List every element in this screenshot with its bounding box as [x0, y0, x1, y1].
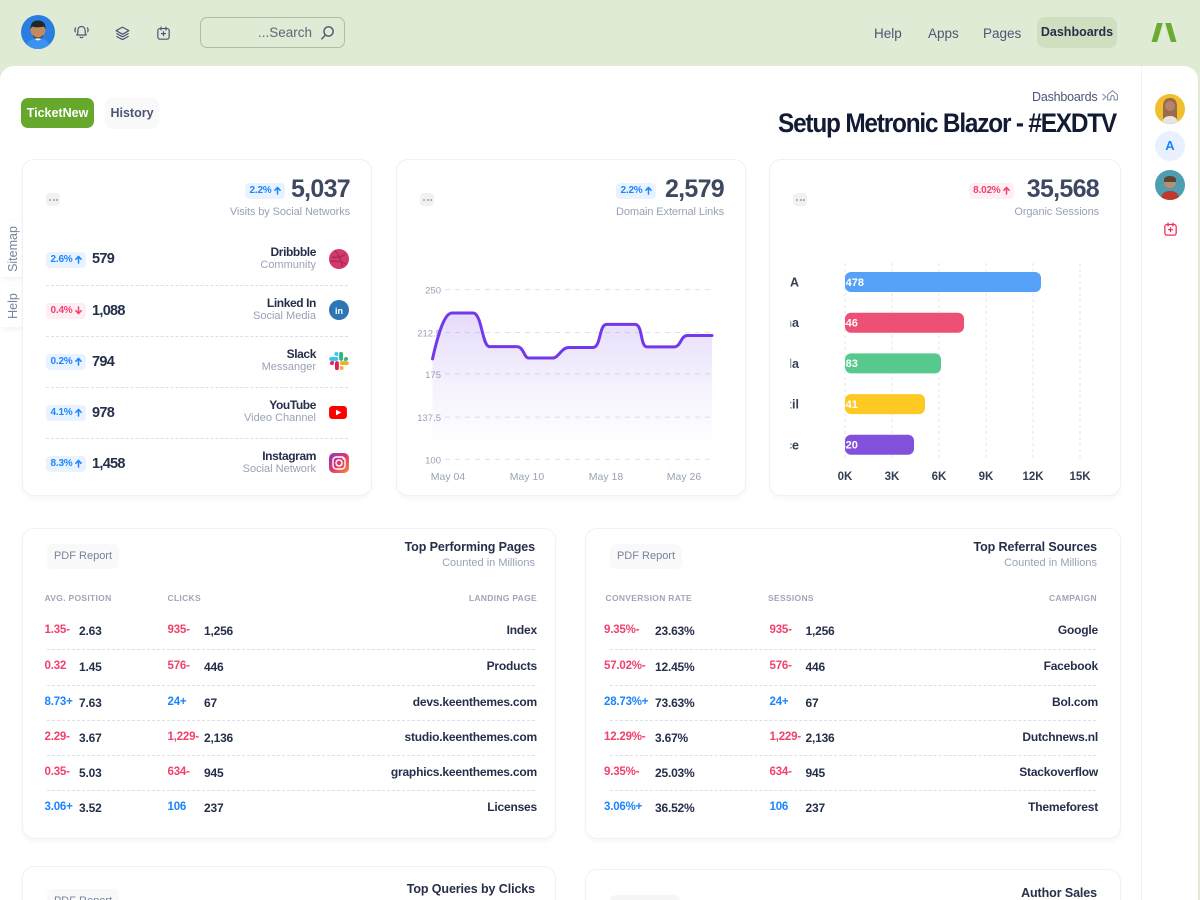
svg-text:0K: 0K [838, 471, 853, 483]
svg-text:15K: 15K [1069, 471, 1091, 483]
svg-text:France: France [770, 438, 799, 452]
svg-text:4,420: 4,420 [830, 440, 858, 452]
svg-text:3K: 3K [885, 471, 900, 483]
svg-text:137.5: 137.5 [417, 413, 441, 424]
svg-text:Canada: Canada [770, 357, 800, 371]
svg-text:12K: 12K [1022, 471, 1044, 483]
svg-text:250: 250 [425, 286, 441, 297]
svg-text:12,478: 12,478 [830, 277, 864, 289]
svg-text:China: China [770, 316, 800, 330]
svg-text:in: in [335, 306, 343, 316]
svg-text:6,083: 6,083 [830, 358, 858, 370]
svg-text:USA: USA [773, 276, 799, 290]
svg-text:May 26: May 26 [667, 471, 702, 483]
svg-text:May 04: May 04 [431, 471, 466, 483]
svg-text:9K: 9K [979, 471, 994, 483]
svg-text:212.5: 212.5 [417, 329, 441, 340]
svg-text:6K: 6K [932, 471, 947, 483]
svg-text:5,041: 5,041 [830, 399, 858, 411]
svg-text:May 18: May 18 [589, 471, 624, 483]
svg-text:May 10: May 10 [510, 471, 545, 483]
svg-text:7,546: 7,546 [830, 318, 858, 330]
svg-text:Brazil: Brazil [770, 398, 799, 412]
